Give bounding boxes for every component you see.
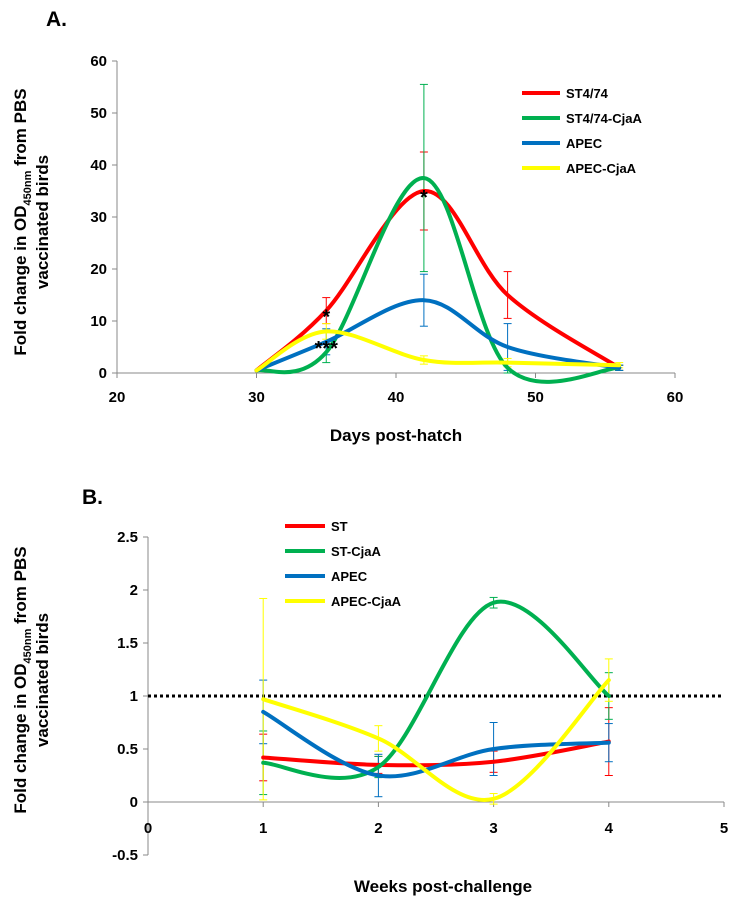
x-tick-label: 60 [667, 389, 684, 406]
panel-a-y-axis-label-line1: Fold change in OD450nm from PBS [11, 88, 34, 355]
y-tick-label: 0.5 [117, 741, 138, 758]
panel-a-annotations: ***** [315, 187, 428, 360]
y-tick-label: 30 [90, 209, 107, 226]
legend-label: APEC [566, 136, 603, 151]
legend-item: APEC-CjaA [522, 161, 637, 176]
panel-b-y-axis-label: Fold change in OD450nm from PBS vaccinat… [11, 546, 52, 813]
chart-panel-b: B. Fold change in OD450nm from PBS vacci… [11, 486, 728, 896]
x-tick-label: 30 [248, 389, 265, 406]
legend-label: ST-CjaA [331, 544, 381, 559]
x-tick-label: 40 [388, 389, 405, 406]
y-tick-label: 1.5 [117, 635, 138, 652]
chart-panel-a: A. Fold change in OD450nm from PBS vacci… [11, 8, 683, 445]
legend-item: ST [285, 519, 348, 534]
y-tick-label: 2.5 [117, 529, 138, 546]
panel-b-label: B. [82, 486, 103, 509]
legend-item: ST4/74 [522, 86, 609, 101]
series-line [254, 298, 622, 373]
legend-label: APEC [331, 569, 368, 584]
series-line [261, 678, 611, 802]
legend-label: ST4/74 [566, 86, 609, 101]
legend-label: APEC-CjaA [331, 594, 402, 609]
y-tick-label: 0 [130, 794, 138, 811]
legend-item: APEC [285, 569, 368, 584]
x-tick-label: 1 [259, 820, 267, 837]
legend-item: APEC [522, 136, 603, 151]
legend-label: ST4/74-CjaA [566, 111, 642, 126]
x-tick-label: 3 [489, 820, 497, 837]
y-tick-label: 1 [130, 688, 138, 705]
panel-b-axes: -0.5 0 0.5 1 1.5 2 2.5 0 1 2 3 4 5 [112, 529, 728, 864]
y-tick-label: -0.5 [112, 847, 138, 864]
panel-a-legend: ST4/74 ST4/74-CjaA APEC APEC-CjaA [522, 86, 642, 176]
panel-a-error-bars [322, 83, 624, 374]
y-tick-label: 10 [90, 313, 107, 330]
panel-a-y-axis-label-line2: vaccinated birds [33, 155, 52, 289]
legend-item: APEC-CjaA [285, 594, 402, 609]
panel-a-y-axis-label: Fold change in OD450nm from PBS vaccinat… [11, 88, 52, 355]
y-tick-label: 40 [90, 157, 107, 174]
y-tick-label: 50 [90, 105, 107, 122]
series-line [254, 329, 622, 373]
y-tick-label: 0 [99, 365, 107, 382]
x-tick-label: 5 [720, 820, 728, 837]
panel-a-series-lines [254, 175, 622, 384]
legend-label: ST [331, 519, 348, 534]
panel-b-legend: ST ST-CjaA APEC APEC-CjaA [285, 519, 402, 609]
legend-label: APEC-CjaA [566, 161, 637, 176]
panel-b-series-lines [261, 599, 611, 802]
series-line [261, 709, 611, 779]
y-tick-label: 60 [90, 53, 107, 70]
x-tick-label: 50 [527, 389, 544, 406]
panel-b-y-axis-label-line2: vaccinated birds [33, 613, 52, 747]
significance-marker: *** [315, 338, 339, 360]
significance-marker: * [420, 187, 428, 209]
y-tick-label: 2 [130, 582, 138, 599]
y-tick-label: 20 [90, 261, 107, 278]
significance-marker: * [322, 307, 330, 329]
x-tick-label: 2 [374, 820, 382, 837]
panel-b-x-axis-label: Weeks post-challenge [354, 877, 532, 896]
legend-item: ST4/74-CjaA [522, 111, 642, 126]
panel-a-axes: 0 10 20 30 40 50 60 20 30 40 50 60 [90, 53, 683, 406]
series-line [261, 599, 611, 780]
panel-b-y-axis-label-line1: Fold change in OD450nm from PBS [11, 546, 34, 813]
x-tick-label: 20 [109, 389, 126, 406]
x-tick-label: 4 [605, 820, 614, 837]
series-line [254, 188, 622, 373]
panel-a-label: A. [46, 8, 67, 31]
x-tick-label: 0 [144, 820, 152, 837]
series-line [254, 175, 622, 384]
panel-a-x-axis-label: Days post-hatch [330, 426, 462, 445]
legend-item: ST-CjaA [285, 544, 381, 559]
